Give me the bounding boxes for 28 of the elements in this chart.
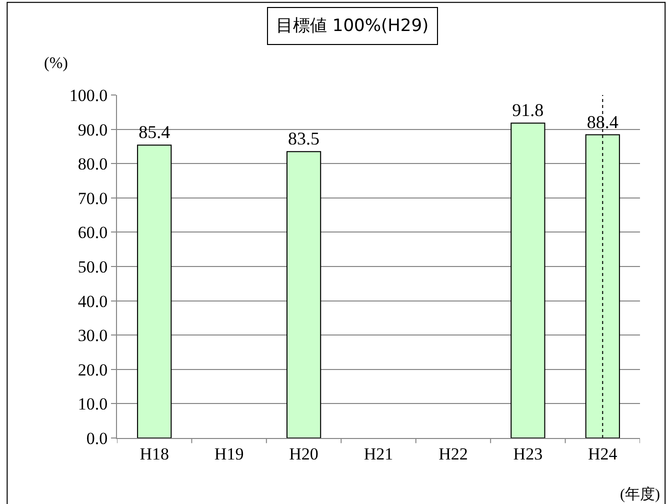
y-tick-label: 40.0 — [78, 292, 108, 311]
y-axis-title: (%) — [44, 55, 68, 72]
x-tick-label: H22 — [438, 444, 468, 464]
data-label: 88.4 — [586, 112, 618, 132]
x-tick-label: H23 — [513, 444, 543, 464]
y-tick-label: 0.0 — [86, 428, 108, 448]
x-tick-label: H18 — [140, 444, 169, 464]
y-tick-label: 80.0 — [78, 154, 108, 174]
bar — [137, 144, 172, 438]
y-tick-label: 60.0 — [78, 223, 108, 242]
y-tick-label: 50.0 — [78, 257, 108, 276]
y-tick-label: 10.0 — [78, 394, 108, 414]
y-tick-label: 90.0 — [78, 120, 108, 140]
x-axis-title: (年度) — [620, 486, 660, 503]
y-tick-label: 100.0 — [69, 86, 108, 105]
x-tick-label: H21 — [364, 444, 394, 464]
data-label: 91.8 — [512, 100, 544, 120]
bar — [286, 151, 322, 438]
chart-title: 目標値 100%(H29) — [276, 16, 429, 36]
bar — [510, 122, 546, 438]
y-tick-label: 30.0 — [78, 326, 108, 346]
y-tick-label: 20.0 — [78, 360, 108, 380]
x-tick-label: H19 — [214, 444, 244, 464]
x-tick-label: H24 — [588, 444, 618, 464]
x-tick-label: H20 — [289, 444, 318, 464]
data-label: 85.4 — [138, 122, 170, 142]
data-label: 83.5 — [288, 128, 320, 149]
y-tick-label: 70.0 — [78, 188, 108, 208]
